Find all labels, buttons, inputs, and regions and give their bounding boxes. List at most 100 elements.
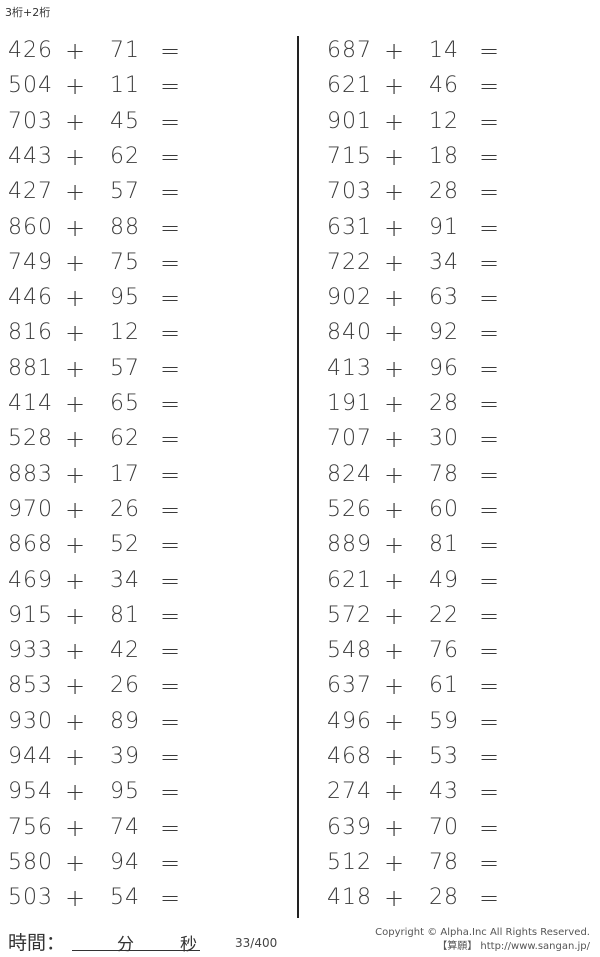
second-operand: 96: [429, 355, 459, 381]
first-operand: 621: [327, 567, 372, 593]
plus-sign: +: [65, 566, 86, 595]
first-operand: 915: [8, 602, 53, 628]
first-operand: 426: [8, 38, 53, 63]
first-operand: 970: [8, 496, 53, 522]
problem-row: 191 +28 =: [319, 389, 600, 419]
plus-sign: +: [65, 813, 86, 842]
second-operand: 30: [429, 426, 459, 452]
first-operand: 933: [8, 638, 53, 664]
page-number: 33/400: [235, 936, 278, 950]
problem-row: 631 +91 =: [319, 213, 600, 243]
second-operand: 62: [110, 143, 140, 169]
first-operand: 840: [327, 320, 372, 346]
plus-sign: +: [384, 460, 405, 489]
problem-row: 443 +62 =: [0, 142, 290, 172]
first-operand: 469: [8, 567, 53, 593]
plus-sign: +: [384, 425, 405, 454]
first-operand: 637: [327, 673, 372, 699]
problem-row: 503 +54 =: [0, 883, 290, 913]
equals-sign: =: [479, 707, 500, 736]
plus-sign: +: [384, 707, 405, 736]
plus-sign: +: [65, 495, 86, 524]
first-operand: 413: [327, 355, 372, 381]
equals-sign: =: [479, 460, 500, 489]
problem-row: 703 +28 =: [319, 177, 600, 207]
problem-row: 901 +12 =: [319, 107, 600, 137]
second-operand: 91: [429, 214, 459, 240]
problem-row: 816 +12 =: [0, 318, 290, 348]
second-operand: 65: [110, 391, 140, 416]
plus-sign: +: [384, 284, 405, 313]
first-operand: 548: [327, 638, 372, 664]
plus-sign: +: [65, 425, 86, 454]
plus-sign: +: [384, 884, 405, 913]
plus-sign: +: [65, 743, 86, 771]
equals-sign: =: [160, 248, 181, 277]
equals-sign: =: [479, 37, 500, 65]
equals-sign: =: [160, 848, 181, 877]
second-operand: 45: [110, 108, 140, 134]
first-operand: 860: [8, 214, 53, 240]
plus-sign: +: [384, 743, 405, 771]
second-operand: 57: [110, 179, 140, 205]
first-operand: 944: [8, 744, 53, 769]
problem-row: 970 +26 =: [0, 495, 290, 525]
plus-sign: +: [384, 319, 405, 348]
equals-sign: =: [160, 778, 181, 807]
equals-sign: =: [160, 460, 181, 489]
first-operand: 639: [327, 814, 372, 840]
equals-sign: =: [160, 142, 181, 171]
problem-row: 274 +43 =: [319, 777, 600, 807]
first-operand: 816: [8, 320, 53, 346]
second-operand: 76: [429, 638, 459, 664]
plus-sign: +: [65, 354, 86, 383]
problem-row: 469 +34 =: [0, 566, 290, 596]
equals-sign: =: [479, 142, 500, 171]
second-operand: 26: [110, 496, 140, 522]
equals-sign: =: [479, 531, 500, 560]
second-operand: 88: [110, 214, 140, 240]
equals-sign: =: [160, 601, 181, 630]
plus-sign: +: [384, 778, 405, 807]
second-operand: 28: [429, 391, 459, 416]
second-operand: 39: [110, 744, 140, 769]
problem-row: 526 +60 =: [319, 495, 600, 525]
first-operand: 503: [8, 885, 53, 911]
second-operand: 34: [429, 249, 459, 275]
first-operand: 902: [327, 285, 372, 311]
plus-sign: +: [384, 531, 405, 560]
second-operand: 81: [110, 602, 140, 628]
second-operand: 11: [110, 73, 140, 99]
equals-sign: =: [160, 354, 181, 383]
second-operand: 63: [429, 285, 459, 311]
first-operand: 496: [327, 708, 372, 734]
equals-sign: =: [479, 319, 500, 348]
problem-row: 413 +96 =: [319, 354, 600, 384]
equals-sign: =: [160, 813, 181, 842]
problem-row: 637 +61 =: [319, 671, 600, 701]
first-operand: 572: [327, 602, 372, 628]
second-operand: 49: [429, 567, 459, 593]
first-operand: 528: [8, 426, 53, 452]
equals-sign: =: [160, 743, 181, 771]
time-answer-line[interactable]: [72, 950, 200, 951]
plus-sign: +: [384, 637, 405, 666]
equals-sign: =: [479, 637, 500, 666]
second-operand: 95: [110, 285, 140, 311]
copyright-text: Copyright © Alpha.Inc All Rights Reserve…: [375, 927, 590, 938]
second-operand: 34: [110, 567, 140, 593]
first-operand: 504: [8, 73, 53, 99]
equals-sign: =: [160, 531, 181, 560]
equals-sign: =: [160, 566, 181, 595]
second-operand: 74: [110, 814, 140, 840]
second-operand: 53: [429, 744, 459, 769]
first-operand: 274: [327, 779, 372, 805]
second-operand: 81: [429, 532, 459, 558]
plus-sign: +: [65, 178, 86, 207]
second-operand: 14: [429, 38, 459, 63]
plus-sign: +: [384, 813, 405, 842]
first-operand: 868: [8, 532, 53, 558]
problem-row: 496 +59 =: [319, 707, 600, 737]
first-operand: 722: [327, 249, 372, 275]
plus-sign: +: [65, 107, 86, 136]
